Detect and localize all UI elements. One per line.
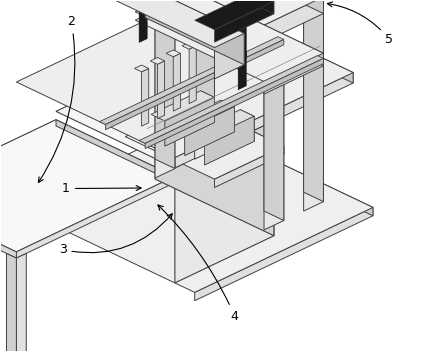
Polygon shape: [194, 103, 284, 155]
Polygon shape: [157, 61, 164, 119]
Polygon shape: [16, 176, 175, 258]
Polygon shape: [194, 122, 373, 216]
Polygon shape: [0, 195, 16, 258]
Polygon shape: [142, 68, 149, 126]
Polygon shape: [16, 0, 353, 158]
Polygon shape: [284, 0, 323, 2]
Polygon shape: [165, 98, 214, 146]
Polygon shape: [166, 50, 180, 57]
Polygon shape: [135, 0, 323, 82]
Polygon shape: [16, 122, 373, 293]
Polygon shape: [205, 116, 254, 165]
Polygon shape: [155, 64, 274, 236]
Polygon shape: [147, 5, 246, 57]
Polygon shape: [189, 46, 196, 103]
Polygon shape: [135, 0, 323, 25]
Polygon shape: [303, 0, 323, 202]
Polygon shape: [145, 58, 323, 149]
Polygon shape: [182, 42, 196, 49]
Polygon shape: [254, 0, 274, 14]
Text: 4: 4: [158, 205, 239, 323]
Polygon shape: [221, 100, 234, 132]
Polygon shape: [238, 15, 246, 89]
Polygon shape: [194, 0, 214, 159]
Polygon shape: [264, 64, 284, 230]
Text: 3: 3: [58, 214, 172, 256]
Text: 2: 2: [39, 15, 75, 182]
Polygon shape: [205, 116, 254, 165]
Polygon shape: [303, 0, 323, 211]
Polygon shape: [165, 98, 214, 146]
Polygon shape: [244, 54, 284, 73]
Polygon shape: [264, 54, 284, 220]
Polygon shape: [151, 91, 214, 121]
Polygon shape: [185, 107, 234, 156]
Polygon shape: [201, 91, 214, 122]
Polygon shape: [150, 57, 164, 64]
Polygon shape: [134, 65, 149, 72]
Polygon shape: [214, 146, 284, 188]
Polygon shape: [16, 253, 26, 352]
Polygon shape: [125, 103, 284, 179]
Polygon shape: [238, 52, 246, 60]
Polygon shape: [145, 0, 244, 65]
Polygon shape: [194, 207, 373, 301]
Polygon shape: [105, 39, 284, 130]
Polygon shape: [194, 0, 274, 30]
Polygon shape: [0, 120, 56, 201]
Polygon shape: [264, 0, 323, 42]
Polygon shape: [194, 0, 353, 83]
Polygon shape: [56, 120, 175, 183]
Polygon shape: [171, 100, 234, 131]
Polygon shape: [194, 0, 323, 66]
Text: 5: 5: [327, 2, 393, 46]
Polygon shape: [185, 107, 234, 156]
Polygon shape: [155, 2, 175, 169]
Polygon shape: [214, 33, 244, 79]
Polygon shape: [240, 110, 254, 142]
Polygon shape: [173, 54, 180, 111]
Polygon shape: [264, 53, 323, 94]
Polygon shape: [139, 5, 246, 56]
Polygon shape: [116, 0, 244, 48]
Text: 1: 1: [62, 182, 141, 195]
Polygon shape: [214, 1, 274, 42]
Polygon shape: [155, 12, 175, 178]
Polygon shape: [175, 73, 353, 168]
Polygon shape: [190, 110, 254, 140]
Polygon shape: [135, 2, 175, 21]
Polygon shape: [100, 37, 284, 125]
Polygon shape: [0, 120, 175, 252]
Polygon shape: [139, 56, 323, 143]
Polygon shape: [56, 64, 274, 168]
Polygon shape: [194, 0, 323, 13]
Polygon shape: [7, 253, 16, 352]
Polygon shape: [194, 0, 214, 150]
Polygon shape: [139, 0, 147, 42]
Polygon shape: [175, 121, 274, 283]
